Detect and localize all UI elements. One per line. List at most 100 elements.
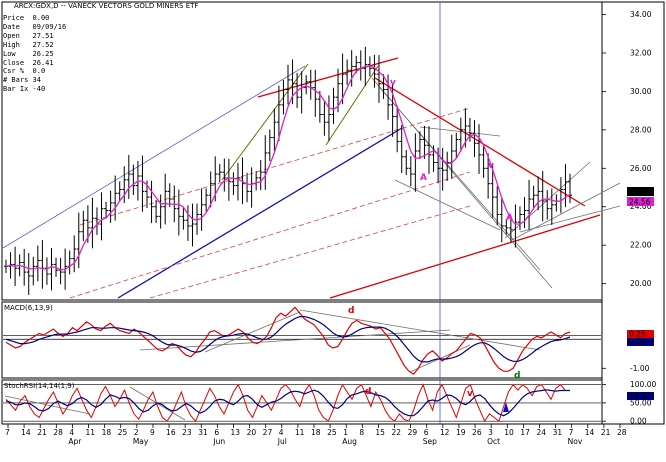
x-tick-label: 7 <box>5 428 10 437</box>
price-y-label: 24.00 <box>630 202 652 211</box>
price-bar <box>276 85 281 142</box>
x-tick-label: 9 <box>150 428 155 437</box>
gray-fan-3 <box>394 179 501 231</box>
price-bar <box>358 50 363 81</box>
price-bar <box>281 80 286 115</box>
price-bar <box>122 166 127 204</box>
x-tick-label: 26 <box>472 428 482 437</box>
stoch-value-label: 84.32 <box>629 392 651 401</box>
price-bar <box>499 198 504 243</box>
dashed-red-1 <box>79 107 471 226</box>
price-bar <box>422 125 427 159</box>
x-tick-label: 31 <box>198 428 208 437</box>
price-bar <box>195 203 200 235</box>
price-bar <box>345 59 350 85</box>
price-bar <box>104 201 109 218</box>
price-y-label: 28.00 <box>630 125 652 134</box>
chart-header-title: ARCX:GDX,D -- VANECK VECTORS GOLD MINERS… <box>14 2 199 10</box>
price-bar <box>231 172 236 196</box>
price-bar <box>258 159 263 191</box>
price-y-label: 30.00 <box>630 87 652 96</box>
price-y-label: 34.00 <box>630 10 652 19</box>
price-bar <box>204 188 209 212</box>
price-bar <box>386 74 391 120</box>
price-bar <box>490 163 495 218</box>
price-bar <box>35 245 40 282</box>
x-month-label: Nov <box>568 437 583 446</box>
moving-average-line <box>5 65 571 271</box>
thin-blue-channel-line <box>2 65 306 249</box>
x-month-label: Sep <box>423 437 437 446</box>
macd-title: MACD(6,13,9) <box>4 304 53 312</box>
price-bar <box>217 164 222 183</box>
red-downtrend <box>374 77 586 207</box>
trendlines <box>2 57 621 421</box>
price-bar <box>131 164 136 196</box>
x-tick-label: 7 <box>569 428 574 437</box>
price-bar <box>167 183 172 208</box>
price-bar <box>67 250 72 275</box>
macd-annotation-d1: d <box>348 306 354 316</box>
x-month-label: Apr <box>68 437 82 446</box>
price-bar <box>395 105 400 153</box>
price-bar <box>513 204 518 248</box>
dashed-red-2 <box>69 171 471 299</box>
info-row: High 27.52 <box>3 40 54 49</box>
price-bar <box>31 256 36 286</box>
price-bar <box>222 158 227 192</box>
macd-gray-line-1 <box>204 311 301 353</box>
x-tick-label: 3 <box>488 428 493 437</box>
x-tick-label: 8 <box>359 428 364 437</box>
stoch-gray-line-1 <box>4 395 91 415</box>
x-tick-label: 14 <box>585 428 595 437</box>
price-y-label: 26.00 <box>630 164 652 173</box>
price-bar <box>267 129 272 162</box>
x-month-label: Aug <box>342 437 357 446</box>
y-axis-labels: 20.00 22.00 24.00 26.00 28.00 30.00 32.00 34.00… <box>602 10 656 426</box>
stochrsi-line <box>5 383 570 423</box>
info-row: Csr % 0.0 <box>3 67 46 76</box>
x-tick-label: 13 <box>230 428 240 437</box>
price-bar <box>417 131 422 160</box>
x-tick-label: 17 <box>520 428 530 437</box>
info-row: Date 09/09/16 <box>3 22 67 31</box>
price-annotation-v2: v <box>488 161 494 171</box>
price-bar <box>477 124 482 174</box>
price-bar <box>263 135 268 190</box>
price-annotation-a1: A <box>420 173 427 183</box>
info-row: # Bars 34 <box>3 76 41 85</box>
price-bar <box>563 164 568 208</box>
x-tick-label: 16 <box>166 428 176 437</box>
price-bar <box>354 55 359 74</box>
price-bar <box>495 186 500 226</box>
x-tick-label: 10 <box>504 428 514 437</box>
price-bar <box>304 75 309 95</box>
info-row: Price 0.00 <box>3 14 50 22</box>
price-bar <box>445 151 450 182</box>
price-bar <box>349 50 354 87</box>
stoch-annotation-v1: v <box>467 389 473 399</box>
price-bar <box>235 162 240 201</box>
price-bar <box>199 188 204 231</box>
macd-signal-line <box>5 316 571 363</box>
x-month-label: Jul <box>277 437 287 446</box>
price-bar <box>568 173 572 204</box>
price-panel-frame <box>1 1 603 301</box>
x-tick-label: 4 <box>279 428 284 437</box>
price-bar <box>326 95 331 142</box>
x-tick-label: 29 <box>408 428 418 437</box>
price-bar <box>522 196 527 229</box>
x-axis-labels: 7 14 21 28 4 11 18 25 2 9 16 23 31 6 13 20 27 4 11 18 25 1 8 15… <box>5 424 627 446</box>
price-bar <box>81 210 86 242</box>
blue-trendline <box>117 127 403 299</box>
price-bar <box>254 171 259 191</box>
stoch-arrow-icon <box>503 402 509 412</box>
price-bar <box>49 248 54 291</box>
x-tick-label: 6 <box>214 428 219 437</box>
price-bar <box>245 172 250 203</box>
x-tick-label: 22 <box>392 428 402 437</box>
price-bar <box>431 145 436 173</box>
gray-top-line <box>419 126 501 137</box>
price-bar <box>504 219 509 235</box>
